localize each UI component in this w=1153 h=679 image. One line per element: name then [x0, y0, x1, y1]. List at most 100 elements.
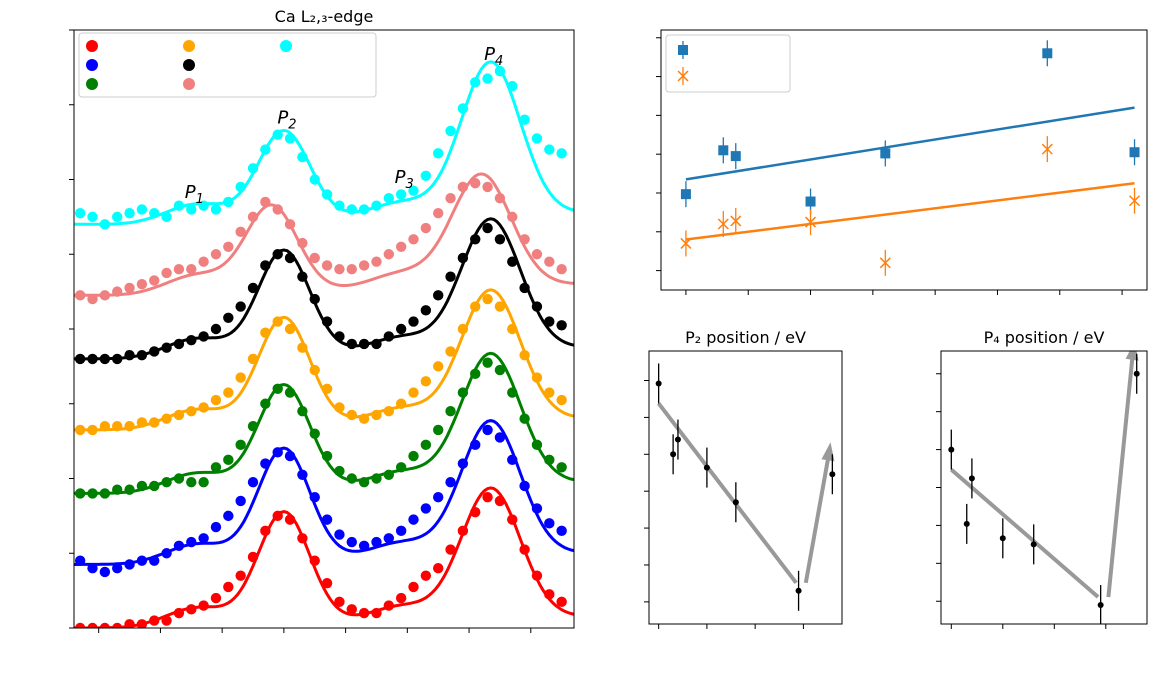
data-point	[556, 264, 567, 275]
peak-label: P4	[484, 44, 503, 69]
data-point	[395, 241, 407, 252]
p4pos-panel: P₄ position / eV	[936, 328, 1148, 629]
data-point	[482, 491, 493, 503]
data-point	[1129, 147, 1140, 158]
data-point	[680, 237, 692, 249]
data-point	[805, 216, 817, 228]
data-point	[556, 462, 567, 473]
data-point	[556, 596, 567, 608]
data-point	[346, 536, 357, 548]
data-point	[445, 125, 456, 137]
data-point	[556, 525, 567, 537]
data-point	[556, 394, 567, 406]
series-3-gpa	[74, 419, 574, 578]
data-point	[297, 533, 308, 544]
data-point	[74, 555, 86, 566]
data-point	[470, 368, 481, 380]
data-point	[321, 316, 333, 327]
data-point	[494, 234, 506, 245]
data-point	[99, 488, 111, 499]
series-positions	[655, 363, 836, 611]
data-point	[149, 615, 160, 626]
data-point	[346, 338, 357, 350]
data-point	[948, 446, 955, 453]
data-point	[210, 521, 222, 533]
peak-letter: P	[277, 107, 288, 128]
data-point	[718, 145, 729, 156]
data-point	[223, 196, 234, 208]
data-point	[136, 349, 148, 361]
data-point	[334, 331, 345, 342]
trend-arrows	[657, 402, 835, 585]
data-point	[198, 533, 209, 544]
data-point	[235, 181, 246, 193]
trend-line-up	[1106, 355, 1135, 598]
data-point	[247, 477, 259, 488]
p4pos-plot-area	[948, 351, 1140, 624]
data-point	[395, 592, 407, 604]
peak-letter: P	[185, 182, 196, 203]
data-point	[247, 163, 259, 174]
data-point	[531, 503, 543, 514]
data-point	[408, 581, 419, 593]
data-point	[674, 436, 681, 443]
legend-box	[665, 34, 791, 93]
data-point	[999, 535, 1006, 542]
data-point	[445, 406, 456, 417]
data-point	[470, 301, 481, 312]
data-point	[494, 364, 506, 376]
data-point	[321, 189, 333, 200]
data-point	[198, 600, 209, 611]
series-4-gpa	[74, 351, 574, 499]
data-point	[112, 484, 123, 495]
data-point	[544, 256, 555, 267]
data-point	[457, 252, 469, 264]
data-point	[470, 439, 481, 451]
data-point	[482, 357, 493, 368]
series-0-gpa	[74, 486, 574, 628]
data-point	[383, 406, 395, 417]
data-point	[198, 331, 209, 342]
data-point	[346, 204, 357, 215]
data-point	[457, 458, 469, 469]
data-point	[482, 424, 493, 436]
legend-marker	[86, 78, 98, 90]
data-point	[457, 323, 469, 335]
data-point	[795, 587, 802, 594]
data-point	[309, 491, 320, 503]
data-point	[383, 331, 395, 342]
data-point	[507, 211, 518, 223]
data-point	[371, 200, 382, 211]
data-point	[519, 413, 530, 424]
data-point	[87, 488, 98, 499]
data-point	[358, 260, 370, 271]
data-point	[173, 264, 185, 275]
data-point	[544, 387, 555, 398]
data-point	[284, 133, 296, 144]
data-point	[260, 398, 271, 409]
data-point	[136, 278, 148, 290]
data-point	[963, 520, 970, 527]
trend-line-up	[803, 455, 831, 584]
data-point	[519, 114, 530, 125]
data-point	[309, 293, 320, 305]
data-point	[334, 596, 345, 608]
legend-marker	[86, 59, 98, 71]
data-point	[124, 420, 135, 432]
data-point	[544, 454, 555, 466]
split-plot-area	[680, 40, 1141, 276]
data-point	[173, 409, 185, 421]
data-point	[247, 353, 259, 365]
data-point	[112, 563, 123, 574]
data-point	[544, 316, 555, 327]
data-point	[186, 335, 197, 346]
data-point	[309, 555, 320, 566]
data-point	[297, 271, 308, 282]
data-point	[371, 256, 382, 267]
data-point	[272, 204, 283, 215]
data-point	[321, 260, 333, 271]
data-point	[1133, 370, 1140, 377]
data-point	[112, 353, 123, 365]
fit-line	[685, 182, 1135, 241]
